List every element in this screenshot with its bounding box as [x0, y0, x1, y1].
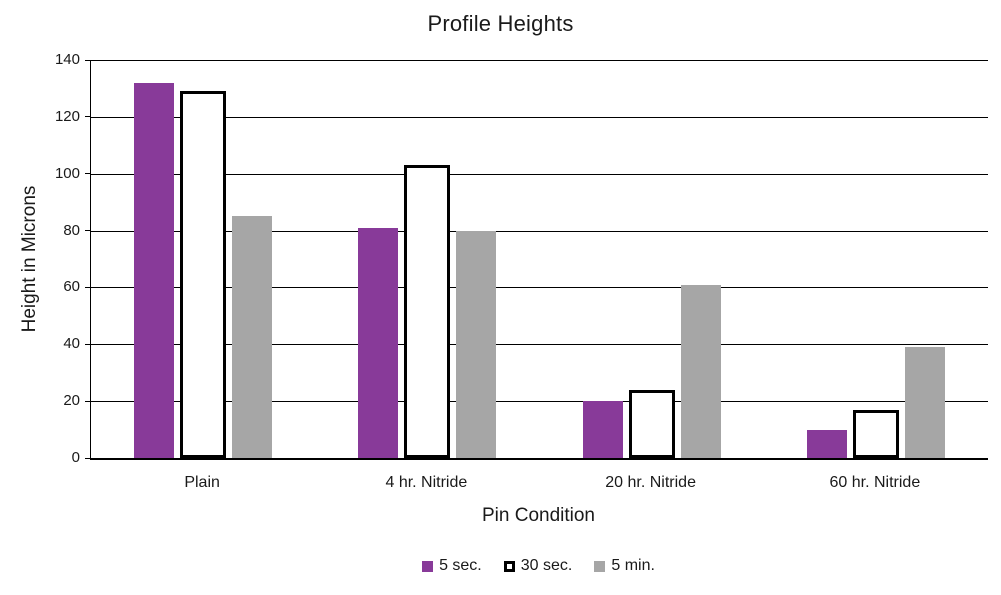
y-tick-mark — [85, 59, 90, 61]
gridline — [91, 344, 988, 346]
gridline — [91, 230, 988, 232]
bar-30-sec-4-hr-nitride — [404, 165, 451, 458]
y-tick-label: 100 — [54, 164, 80, 182]
gridline — [91, 287, 988, 289]
legend-item: 5 min. — [594, 557, 655, 575]
legend-label: 30 sec. — [520, 557, 573, 574]
y-tick-label: 140 — [54, 51, 80, 68]
legend-swatch — [503, 560, 515, 572]
bar-5-min-20-hr-nitride — [680, 284, 721, 458]
y-axis-title: Height in Microns — [19, 185, 40, 333]
y-tick-mark — [85, 116, 90, 118]
bar-5-sec-60-hr-nitride — [806, 429, 847, 458]
gridline — [91, 173, 988, 175]
x-tick-label: 20 hr. Nitride — [605, 474, 696, 491]
y-tick-mark — [85, 230, 90, 232]
x-tick-label: Plain — [184, 474, 220, 491]
x-axis-title: Pin Condition — [481, 505, 596, 526]
legend-item: 30 sec. — [503, 557, 573, 575]
legend-label: 5 min. — [611, 557, 655, 574]
y-tick-label: 20 — [63, 392, 80, 410]
y-tick-label: 40 — [63, 335, 80, 353]
legend: 5 sec. 30 sec. 5 min. — [90, 557, 987, 575]
y-tick-label: 80 — [63, 221, 80, 239]
gridline — [91, 60, 988, 61]
y-tick-mark — [85, 286, 90, 288]
y-tick-label: 60 — [63, 278, 80, 296]
legend-swatch — [422, 560, 434, 572]
y-tick-mark — [85, 457, 90, 459]
plot-area — [90, 60, 988, 460]
y-tick-label: 120 — [54, 107, 80, 125]
x-tick-label: 60 hr. Nitride — [829, 474, 921, 491]
bar-30-sec-20-hr-nitride — [628, 389, 675, 458]
bar-5-sec-plain — [134, 82, 175, 458]
y-tick-mark — [85, 400, 90, 402]
y-tick-label: 0 — [71, 449, 80, 466]
y-tick-mark — [85, 343, 90, 345]
gridline — [91, 116, 988, 118]
bar-30-sec-plain — [180, 91, 227, 458]
legend-label: 5 sec. — [439, 557, 482, 574]
bar-5-sec-20-hr-nitride — [582, 401, 623, 458]
gridline — [91, 401, 988, 403]
chart-title: Profile Heights — [427, 11, 574, 36]
bar-5-min-4-hr-nitride — [456, 230, 497, 458]
y-tick-mark — [85, 173, 90, 175]
bar-5-min-plain — [232, 216, 273, 458]
legend-swatch — [594, 560, 606, 572]
x-tick-label: 4 hr. Nitride — [385, 474, 468, 491]
legend-item: 5 sec. — [422, 557, 482, 575]
bar-5-min-60-hr-nitride — [904, 347, 945, 458]
bar-5-sec-4-hr-nitride — [358, 227, 399, 458]
bar-30-sec-60-hr-nitride — [852, 409, 899, 458]
